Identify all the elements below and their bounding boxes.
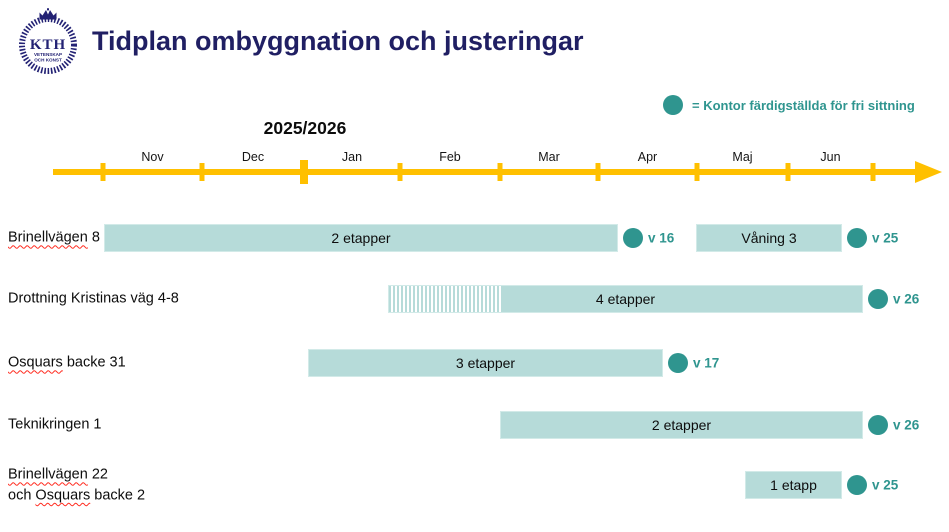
axis-tick — [100, 163, 106, 181]
axis-arrowhead-icon — [915, 161, 942, 183]
misspelled-word: Osquars — [35, 487, 91, 503]
axis-tick — [397, 163, 403, 181]
week-label: v 16 — [648, 230, 675, 246]
month-label-nov: Nov — [141, 150, 164, 164]
logo-sub2-text: OCH KONST — [34, 58, 62, 63]
axis-tick-major — [300, 160, 308, 184]
week-label: v 26 — [893, 417, 920, 433]
logo-kth-text: KTH — [30, 37, 66, 53]
row-label-line: och Osquars backe 2 — [8, 485, 145, 506]
axis-tick — [595, 163, 601, 181]
axis-tick — [497, 163, 503, 181]
label-text: backe 2 — [90, 487, 146, 503]
row-label: Brinellvägen 22 och Osquars backe 2 — [8, 464, 145, 505]
month-label-jan: Jan — [341, 150, 363, 164]
completion-dot — [623, 228, 643, 248]
month-label-apr: Apr — [637, 150, 658, 164]
label-text: Drottning Kristinas väg 4-8 — [8, 290, 179, 307]
timeline-bar-partial-striped: 4 etapper — [388, 285, 863, 313]
row-label-line: Brinellvägen 8 — [8, 228, 100, 249]
label-text: 8 — [87, 229, 100, 246]
completion-dot — [847, 475, 867, 495]
month-label-jun: Jun — [820, 150, 841, 164]
legend-label: = Kontor färdigställda för fri sittning — [692, 97, 915, 113]
misspelled-word: Osquars — [8, 354, 63, 371]
week-label: v 26 — [893, 291, 920, 307]
year-label: 2025/2026 — [263, 118, 347, 138]
misspelled-word: Brinellvägen — [8, 466, 88, 483]
seal-inner — [26, 23, 70, 67]
row-label: Drottning Kristinas väg 4-8 — [8, 289, 179, 310]
row-label-line: Brinellvägen 22 — [8, 464, 145, 485]
completion-dot — [868, 289, 888, 309]
laurel-ring — [19, 16, 77, 74]
axis-tick — [785, 163, 791, 181]
timeline-axis — [53, 169, 919, 175]
label-text: och — [8, 487, 36, 503]
completion-dot — [868, 415, 888, 435]
month-label-mar: Mar — [538, 150, 560, 164]
row-label: Brinellvägen 8 — [8, 228, 100, 249]
bar-label: 3 etapper — [455, 355, 516, 371]
axis-tick — [694, 163, 700, 181]
timeline-bar: Våning 3 — [696, 224, 842, 252]
kth-logo: KTH VETENSKAP OCH KONST — [19, 8, 77, 74]
bar-label: Våning 3 — [741, 230, 797, 246]
completion-dot — [847, 228, 867, 248]
timeline-bar: 3 etapper — [308, 349, 663, 377]
axis-tick — [870, 163, 876, 181]
bar-label: 2 etapper — [651, 417, 712, 433]
label-text: 22 — [87, 466, 108, 483]
completion-dot-icon — [663, 95, 683, 115]
row-label: Teknikringen 1 — [8, 415, 102, 436]
bar-label: 1 etapp — [770, 477, 817, 493]
logo-sub1-text: VETENSKAP — [34, 52, 62, 57]
page-title: Tidplan ombyggnation och justeringar — [92, 26, 584, 56]
misspelled-word: Brinellvägen — [8, 229, 88, 246]
week-label: v 25 — [872, 477, 899, 493]
month-label-maj: Maj — [732, 150, 753, 164]
week-label: v 25 — [872, 230, 899, 246]
label-text: Teknikringen 1 — [8, 416, 102, 433]
row-label-line: Osquars backe 31 — [8, 353, 126, 374]
timeline-bar: 2 etapper — [104, 224, 618, 252]
bar-label: 2 etapper — [331, 230, 391, 246]
legend: = Kontor färdigställda för fri sittning — [663, 95, 915, 115]
completion-dot — [668, 353, 688, 373]
row-label: Osquars backe 31 — [8, 353, 126, 374]
bar-label: 4 etapper — [595, 291, 656, 307]
timeline-bar: 1 etapp — [745, 471, 842, 499]
month-label-feb: Feb — [439, 150, 461, 164]
axis-tick — [199, 163, 205, 181]
label-text: backe 31 — [62, 354, 126, 371]
timeline-bar: 2 etapper — [500, 411, 863, 439]
month-label-dec: Dec — [241, 150, 265, 164]
week-label: v 17 — [693, 355, 720, 371]
row-label-line: Teknikringen 1 — [8, 415, 102, 436]
row-label-line: Drottning Kristinas väg 4-8 — [8, 289, 179, 310]
